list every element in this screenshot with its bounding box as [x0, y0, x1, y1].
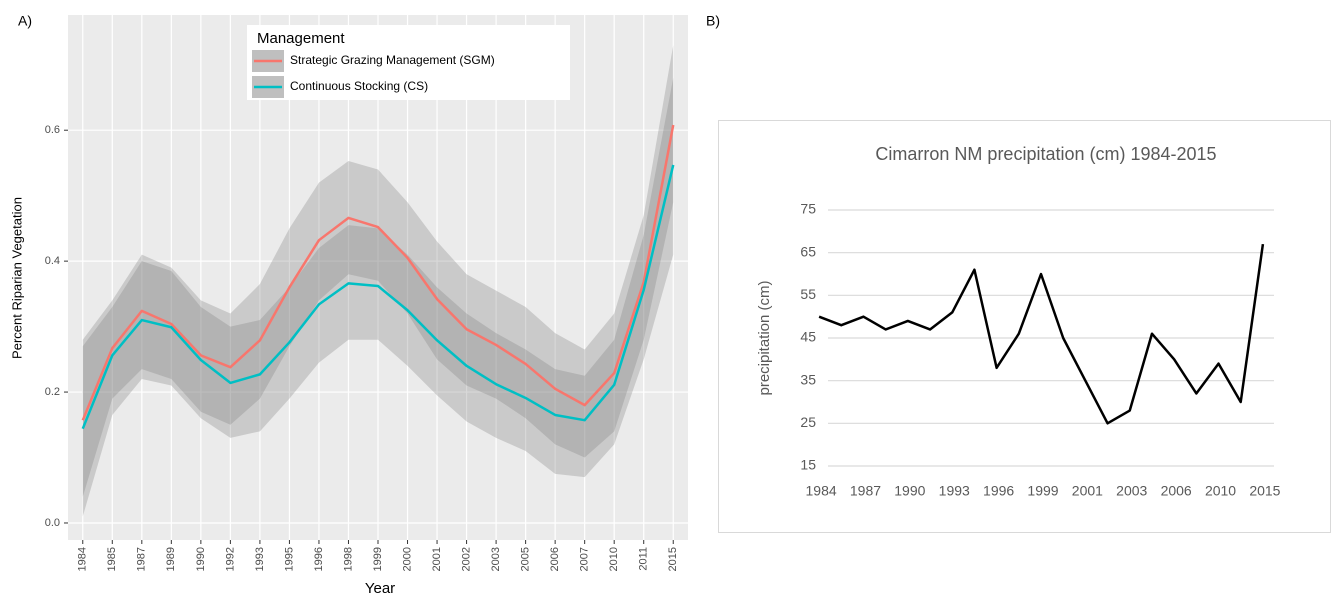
panel-label: A): [18, 13, 32, 29]
series-line: [81, 164, 675, 430]
x-tick-label: 1992: [224, 547, 236, 571]
y-tick-label: 75: [800, 201, 816, 217]
x-tick-label: 2011: [638, 547, 650, 571]
confidence-band: [82, 77, 674, 517]
y-tick-label: 0.0: [45, 517, 60, 529]
x-tick-label: 1987: [136, 547, 148, 571]
legend-label: Strategic Grazing Management (SGM): [290, 53, 495, 67]
y-tick-label: 35: [800, 371, 816, 387]
y-tick-label: 65: [800, 243, 816, 259]
x-tick-label: 2002: [460, 547, 472, 571]
x-tick-label: 2003: [1116, 483, 1147, 499]
x-tick-label: 1996: [313, 547, 325, 571]
x-tick-label: 1995: [283, 547, 295, 571]
series-line: [818, 243, 1265, 425]
series-line: [81, 124, 675, 421]
legend-box: [247, 25, 570, 100]
x-tick-label: 1989: [165, 547, 177, 571]
x-tick-label: 1987: [850, 483, 881, 499]
x-tick-label: 2015: [667, 547, 679, 571]
chart-title: Cimarron NM precipitation (cm) 1984-2015: [875, 144, 1216, 164]
legend-label: Continuous Stocking (CS): [290, 79, 428, 93]
x-tick-label: 1984: [806, 483, 837, 499]
y-tick-label: 0.2: [45, 386, 60, 398]
x-tick-label: 2007: [579, 547, 591, 571]
y-tick-label: 15: [800, 457, 816, 473]
x-tick-label: 2005: [520, 547, 532, 571]
x-tick-label: 1985: [106, 547, 118, 571]
x-tick-label: 2001: [431, 547, 443, 571]
x-tick-label: 1990: [195, 547, 207, 571]
x-tick-label: 1984: [77, 547, 89, 571]
panel-a: 0.0 0.2 0.4 0.6 1984 1985 1987 1989 1990 1992 1993…: [45, 15, 688, 571]
x-tick-label: 2015: [1249, 483, 1280, 499]
x-axis-label: Year: [365, 580, 395, 596]
x-tick-label: 2000: [401, 547, 413, 571]
y-tick-label: 45: [800, 329, 816, 345]
panel-label: B): [706, 13, 720, 29]
x-tick-label: 1999: [372, 547, 384, 571]
x-tick-label: 1993: [939, 483, 970, 499]
legend-title: Management: [257, 30, 345, 47]
x-tick-label: 1996: [983, 483, 1014, 499]
x-tick-label: 2006: [549, 547, 561, 571]
panel-b-frame: [718, 120, 1331, 533]
x-tick-label: 2010: [608, 547, 620, 571]
x-tick-label: 2003: [490, 547, 502, 571]
x-tick-label: 1993: [254, 547, 266, 571]
y-axis-label: precipitation (cm): [756, 280, 773, 395]
x-tick-label: 1998: [342, 547, 354, 571]
y-tick-label: 0.6: [45, 124, 60, 136]
y-tick-label: 25: [800, 414, 816, 430]
x-tick-label: 2001: [1072, 483, 1103, 499]
x-tick-label: 2006: [1161, 483, 1192, 499]
x-tick-label: 2010: [1205, 483, 1236, 499]
y-axis-label: Percent Riparian Vegetation: [9, 197, 24, 359]
y-tick-label: 0.4: [45, 255, 60, 267]
x-tick-label: 1990: [894, 483, 925, 499]
panel-b: 15 25 35 45 55 65 75 1984 1987 1990 1993 1996 1999 20…: [800, 201, 1280, 499]
y-tick-label: 55: [800, 286, 816, 302]
x-tick-label: 1999: [1027, 483, 1058, 499]
